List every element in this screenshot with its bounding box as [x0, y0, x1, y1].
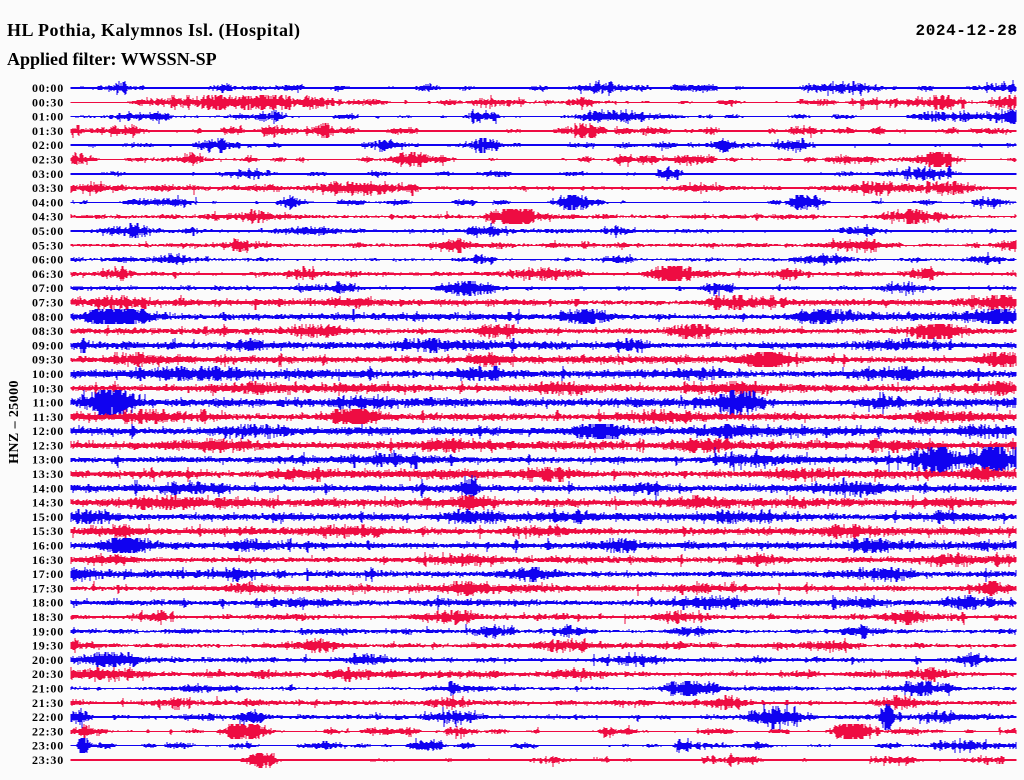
svg-text:Applied filter: WWSSN-SP: Applied filter: WWSSN-SP [7, 49, 217, 69]
svg-text:10:30: 10:30 [32, 381, 64, 395]
svg-text:11:30: 11:30 [33, 410, 64, 424]
svg-text:15:30: 15:30 [32, 524, 64, 538]
svg-text:16:30: 16:30 [32, 553, 64, 567]
svg-text:08:00: 08:00 [32, 310, 64, 324]
svg-text:HL Pothia, Kalymnos Isl. (Hosp: HL Pothia, Kalymnos Isl. (Hospital) [7, 20, 301, 41]
svg-text:22:00: 22:00 [32, 710, 64, 724]
svg-text:04:00: 04:00 [32, 195, 64, 209]
svg-text:20:00: 20:00 [32, 653, 64, 667]
svg-text:14:00: 14:00 [32, 481, 64, 495]
svg-text:05:30: 05:30 [32, 238, 64, 252]
svg-text:07:00: 07:00 [32, 281, 64, 295]
svg-text:12:00: 12:00 [32, 424, 64, 438]
svg-text:19:00: 19:00 [32, 624, 64, 638]
svg-text:14:30: 14:30 [32, 496, 64, 510]
svg-text:03:00: 03:00 [32, 167, 64, 181]
svg-text:18:30: 18:30 [32, 610, 64, 624]
svg-text:20:30: 20:30 [32, 667, 64, 681]
svg-text:22:30: 22:30 [32, 724, 64, 738]
svg-text:16:00: 16:00 [32, 539, 64, 553]
svg-text:01:00: 01:00 [32, 110, 64, 124]
svg-text:15:00: 15:00 [32, 510, 64, 524]
svg-text:09:30: 09:30 [32, 353, 64, 367]
svg-text:10:00: 10:00 [32, 367, 64, 381]
svg-text:06:30: 06:30 [32, 267, 64, 281]
svg-text:21:30: 21:30 [32, 696, 64, 710]
svg-text:19:30: 19:30 [32, 639, 64, 653]
svg-text:13:30: 13:30 [32, 467, 64, 481]
svg-text:06:00: 06:00 [32, 253, 64, 267]
svg-text:04:30: 04:30 [32, 210, 64, 224]
svg-text:17:30: 17:30 [32, 581, 64, 595]
svg-text:17:00: 17:00 [32, 567, 64, 581]
svg-text:08:30: 08:30 [32, 324, 64, 338]
svg-text:09:00: 09:00 [32, 338, 64, 352]
svg-text:02:30: 02:30 [32, 153, 64, 167]
svg-text:05:00: 05:00 [32, 224, 64, 238]
svg-text:13:00: 13:00 [32, 453, 64, 467]
svg-text:00:30: 00:30 [32, 95, 64, 109]
svg-text:21:00: 21:00 [32, 682, 64, 696]
svg-text:02:00: 02:00 [32, 138, 64, 152]
svg-text:HNZ – 25000: HNZ – 25000 [7, 380, 22, 464]
svg-text:00:00: 00:00 [32, 81, 64, 95]
svg-text:12:30: 12:30 [32, 438, 64, 452]
svg-text:23:00: 23:00 [32, 739, 64, 753]
svg-text:11:00: 11:00 [33, 396, 64, 410]
svg-text:03:30: 03:30 [32, 181, 64, 195]
svg-text:2024-12-28: 2024-12-28 [916, 22, 1018, 40]
svg-text:23:30: 23:30 [32, 753, 64, 767]
svg-text:07:30: 07:30 [32, 296, 64, 310]
svg-text:01:30: 01:30 [32, 124, 64, 138]
svg-text:18:00: 18:00 [32, 596, 64, 610]
